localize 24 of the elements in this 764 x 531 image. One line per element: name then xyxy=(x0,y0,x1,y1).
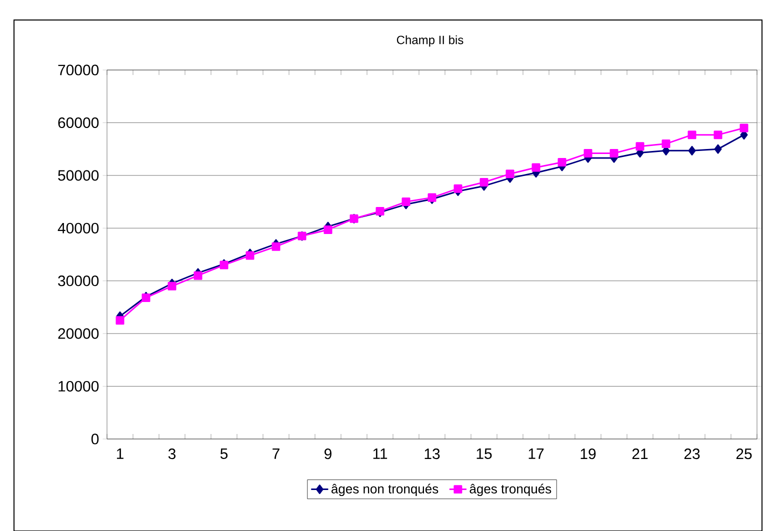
x-tick-label: 7 xyxy=(272,448,280,459)
x-tick-label: 1 xyxy=(116,448,124,459)
x-tick-label: 13 xyxy=(424,448,440,459)
x-tick-label: 9 xyxy=(324,448,332,459)
x-tick-label: 19 xyxy=(580,448,596,459)
x-tick-label: 23 xyxy=(684,448,700,459)
legend-label: âges non tronqués xyxy=(332,484,438,496)
legend-label: âges tronqués xyxy=(470,484,552,496)
y-tick-label: 0 xyxy=(91,433,99,444)
x-tick-label: 17 xyxy=(528,448,544,459)
chart-title: Champ II bis xyxy=(396,35,464,46)
x-tick-label: 11 xyxy=(373,448,388,459)
x-tick-label: 15 xyxy=(476,448,492,459)
x-tick-label: 5 xyxy=(220,448,228,459)
y-tick-label: 60000 xyxy=(58,117,99,128)
x-tick-label: 25 xyxy=(736,448,752,459)
y-tick-label: 20000 xyxy=(58,328,99,339)
y-tick-label: 40000 xyxy=(58,222,99,234)
y-tick-label: 50000 xyxy=(58,170,99,180)
y-tick-label: 70000 xyxy=(58,64,99,76)
x-tick-label: 3 xyxy=(168,448,176,459)
y-tick-label: 10000 xyxy=(58,380,99,392)
y-tick-label: 30000 xyxy=(58,275,99,286)
x-tick-label: 21 xyxy=(632,448,648,459)
